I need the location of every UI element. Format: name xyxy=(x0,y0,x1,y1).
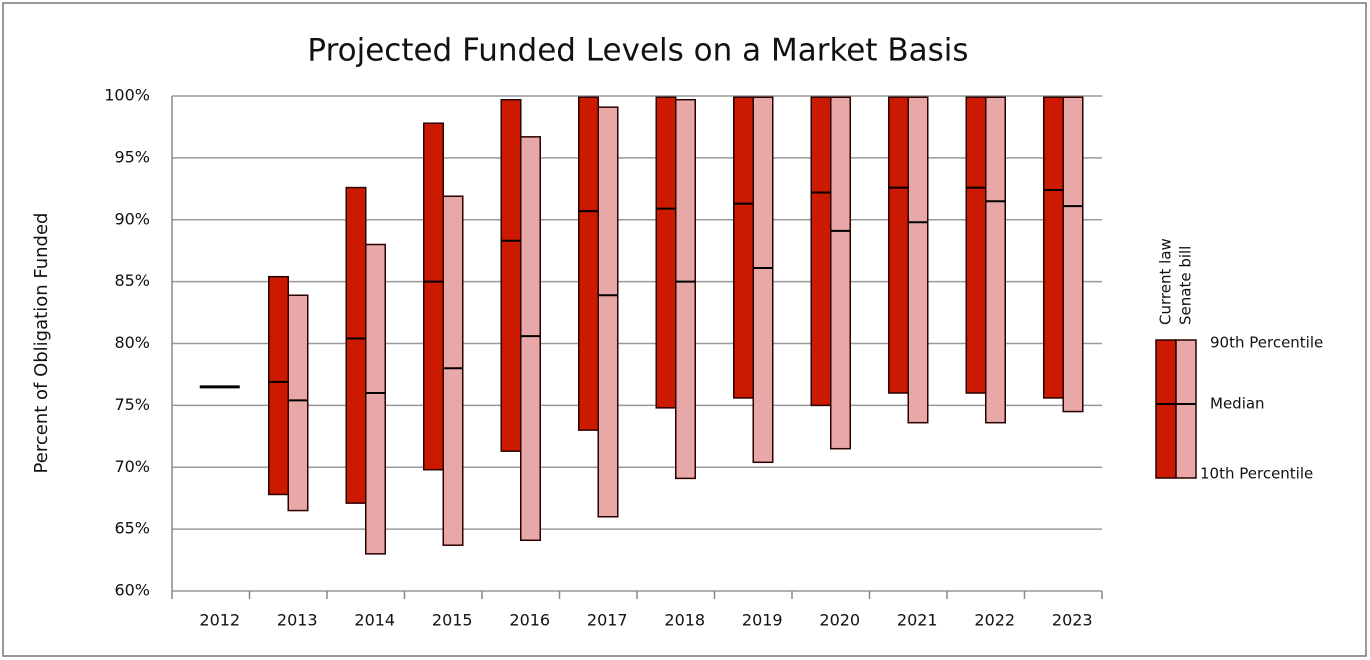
box xyxy=(675,98,696,480)
box xyxy=(965,96,987,394)
box xyxy=(268,275,289,496)
box xyxy=(752,96,774,464)
legend-swatch xyxy=(1155,339,1177,479)
y-tick-label: 60% xyxy=(114,581,150,600)
x-tick-label: 2013 xyxy=(277,611,318,630)
box xyxy=(907,96,929,424)
box xyxy=(888,96,909,394)
x-tick-label: 2015 xyxy=(432,611,473,630)
x-tick-label: 2022 xyxy=(974,611,1015,630)
x-tick-label: 2021 xyxy=(897,611,938,630)
y-tick-label: 75% xyxy=(114,395,150,414)
box xyxy=(287,294,309,512)
box xyxy=(365,243,386,555)
box xyxy=(597,106,619,518)
legend-swatch xyxy=(1175,339,1197,479)
y-tick-label: 95% xyxy=(114,147,150,166)
legend-label: Senate bill xyxy=(1177,246,1195,325)
x-tick-label: 2020 xyxy=(819,611,860,630)
box xyxy=(1043,96,1064,399)
y-tick-label: 65% xyxy=(114,519,150,538)
box xyxy=(345,186,367,504)
box xyxy=(423,122,444,471)
legend-median-label: Median xyxy=(1210,395,1265,413)
legend-label: Current law xyxy=(1157,238,1175,325)
x-tick-label: 2018 xyxy=(664,611,705,630)
y-tick-label: 90% xyxy=(114,209,150,228)
y-tick-label: 80% xyxy=(114,333,150,352)
box xyxy=(520,136,541,542)
y-tick-label: 85% xyxy=(114,271,150,290)
legend-high: 90th Percentile xyxy=(1210,334,1323,352)
x-tick-label: 2019 xyxy=(742,611,783,630)
box xyxy=(810,96,832,407)
box xyxy=(1062,96,1084,413)
y-axis-label: Percent of Obligation Funded xyxy=(31,213,52,474)
x-tick-label: 2012 xyxy=(199,611,240,630)
x-tick-label: 2023 xyxy=(1052,611,1093,630)
box xyxy=(733,96,754,399)
box xyxy=(500,98,522,452)
chart-title: Projected Funded Levels on a Market Basi… xyxy=(307,33,968,69)
box xyxy=(830,96,851,450)
x-tick-label: 2017 xyxy=(587,611,628,630)
box xyxy=(985,96,1006,424)
x-tick-label: 2016 xyxy=(509,611,550,630)
y-tick-label: 70% xyxy=(114,457,150,476)
box xyxy=(578,96,599,431)
box xyxy=(442,195,464,546)
legend-low: 10th Percentile xyxy=(1200,465,1313,483)
x-tick-label: 2014 xyxy=(354,611,395,630)
box xyxy=(655,96,677,409)
y-tick-label: 100% xyxy=(104,86,150,105)
